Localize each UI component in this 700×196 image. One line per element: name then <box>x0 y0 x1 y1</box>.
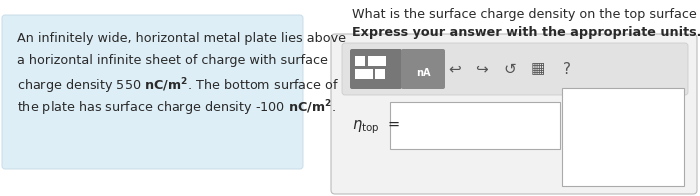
Text: ↩: ↩ <box>449 62 461 76</box>
Bar <box>355 69 373 79</box>
Text: An infinitely wide, horizontal metal plate lies above: An infinitely wide, horizontal metal pla… <box>17 32 346 45</box>
Text: charge density 550 $\mathbf{nC/m^2}$. The bottom surface of: charge density 550 $\mathbf{nC/m^2}$. Th… <box>17 76 340 96</box>
Text: the plate has surface charge density -100 $\mathbf{nC/m^2}$.: the plate has surface charge density -10… <box>17 98 336 118</box>
Text: nA: nA <box>416 68 430 78</box>
Bar <box>355 56 365 66</box>
Text: ↺: ↺ <box>503 62 517 76</box>
FancyBboxPatch shape <box>342 43 688 95</box>
Text: Express your answer with the appropriate units.: Express your answer with the appropriate… <box>352 26 700 39</box>
Text: ▦: ▦ <box>531 62 545 76</box>
Bar <box>368 56 386 66</box>
FancyBboxPatch shape <box>350 49 402 89</box>
Bar <box>375 69 385 79</box>
Bar <box>390 102 560 149</box>
Text: What is the surface charge density on the top surface of the plate?: What is the surface charge density on th… <box>352 8 700 21</box>
Bar <box>562 88 684 186</box>
FancyBboxPatch shape <box>2 15 303 169</box>
Text: ↪: ↪ <box>475 62 489 76</box>
FancyBboxPatch shape <box>331 34 697 194</box>
Text: a horizontal infinite sheet of charge with surface: a horizontal infinite sheet of charge wi… <box>17 54 328 67</box>
Text: $\eta_\mathrm{top}$  =: $\eta_\mathrm{top}$ = <box>352 118 400 136</box>
Text: ?: ? <box>563 62 571 76</box>
FancyBboxPatch shape <box>401 49 445 89</box>
